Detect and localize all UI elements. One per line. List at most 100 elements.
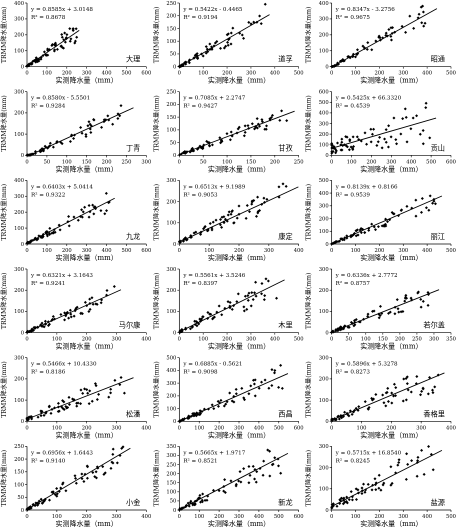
x-tick-label: 300 bbox=[112, 337, 122, 343]
data-point bbox=[194, 230, 198, 234]
x-axis-label: 实测降水量（mm） bbox=[208, 76, 270, 85]
y-axis-label: TRMM降水量(mm) bbox=[305, 361, 313, 418]
trend-line bbox=[26, 29, 80, 67]
x-axis-label: 实测降水量（mm） bbox=[56, 76, 118, 85]
data-point bbox=[359, 231, 363, 235]
data-point bbox=[380, 146, 384, 150]
y-tick-label: 0 bbox=[325, 153, 328, 159]
data-point bbox=[103, 212, 107, 216]
data-point bbox=[250, 199, 254, 203]
data-point bbox=[111, 461, 115, 465]
y-tick-label: 300 bbox=[319, 444, 329, 450]
x-tick-label: 200 bbox=[395, 337, 405, 343]
data-point bbox=[256, 211, 260, 215]
data-point bbox=[431, 468, 435, 472]
data-point bbox=[406, 388, 410, 392]
y-axis-label: TRMM降水量(mm) bbox=[305, 184, 313, 241]
data-point bbox=[93, 475, 97, 479]
data-point bbox=[61, 399, 65, 403]
data-point bbox=[372, 397, 376, 401]
y-tick-label: 300 bbox=[166, 178, 176, 184]
data-point bbox=[75, 404, 79, 408]
x-tick-label: 200 bbox=[62, 71, 72, 77]
data-point bbox=[72, 215, 76, 219]
data-point bbox=[60, 142, 64, 146]
data-point bbox=[205, 229, 209, 233]
data-point bbox=[379, 488, 383, 492]
y-tick-label: 300 bbox=[166, 453, 176, 459]
trend-line bbox=[29, 107, 134, 156]
y-axis-label: TRMM降水量(mm) bbox=[0, 361, 8, 418]
data-point bbox=[373, 477, 377, 481]
scatter-panel-15: 0 100 200 300 4000100200300实测降水量（mm）TRMM降水量(… bbox=[305, 355, 456, 439]
data-point bbox=[75, 401, 79, 405]
data-point bbox=[401, 117, 405, 121]
data-point bbox=[36, 415, 40, 419]
data-point bbox=[394, 138, 398, 142]
data-point bbox=[186, 501, 190, 505]
data-point bbox=[210, 403, 214, 407]
data-point bbox=[268, 449, 272, 453]
y-tick-label: 300 bbox=[14, 355, 24, 361]
data-point bbox=[210, 143, 214, 147]
data-point bbox=[263, 378, 267, 382]
data-point bbox=[68, 308, 72, 312]
y-tick-label: 100 bbox=[319, 143, 329, 149]
data-point bbox=[337, 417, 341, 421]
data-point bbox=[194, 53, 198, 57]
data-point bbox=[389, 465, 393, 469]
data-point bbox=[336, 61, 340, 65]
data-point bbox=[366, 482, 370, 486]
data-point bbox=[198, 412, 202, 416]
x-tick-label: 300 bbox=[246, 71, 256, 77]
scatter-panel-6: 0 100 200 300 400 500 600 0 100 200 300 400 500 600 实测… bbox=[305, 89, 456, 173]
data-point bbox=[239, 480, 243, 484]
x-tick-label: 300 bbox=[112, 425, 122, 431]
data-point bbox=[377, 316, 381, 320]
data-point bbox=[218, 223, 222, 227]
data-point bbox=[392, 394, 396, 398]
x-tick-label: 0 bbox=[25, 337, 28, 343]
data-point bbox=[242, 396, 246, 400]
data-point bbox=[258, 14, 262, 18]
data-point bbox=[187, 504, 191, 508]
data-point bbox=[351, 135, 355, 139]
x-tick-label: 0 bbox=[330, 514, 333, 520]
data-point bbox=[377, 473, 381, 477]
x-tick-label: 100 bbox=[222, 159, 232, 165]
data-point bbox=[258, 209, 262, 213]
x-tick-label: 0 bbox=[25, 248, 28, 254]
data-point bbox=[91, 302, 95, 306]
data-point bbox=[426, 291, 430, 295]
data-point bbox=[95, 302, 99, 306]
data-point bbox=[76, 218, 80, 222]
station-name: 新龙 bbox=[278, 498, 292, 507]
data-point bbox=[402, 377, 406, 381]
data-point bbox=[92, 118, 96, 122]
x-tick-label: 0 bbox=[25, 425, 28, 431]
y-tick-label: 200 bbox=[166, 394, 176, 400]
trend-line bbox=[179, 110, 295, 156]
data-point bbox=[405, 382, 409, 386]
x-tick-label: 200 bbox=[62, 248, 72, 254]
y-tick-label: 400 bbox=[319, 191, 329, 197]
data-point bbox=[258, 124, 262, 128]
data-point bbox=[387, 27, 391, 31]
x-tick-label: 150 bbox=[82, 159, 92, 165]
data-point bbox=[372, 127, 376, 131]
x-tick-label: 300 bbox=[141, 159, 151, 165]
data-point bbox=[394, 386, 398, 390]
y-tick-label: 150 bbox=[166, 115, 176, 121]
data-point bbox=[58, 228, 62, 232]
data-point bbox=[377, 34, 381, 38]
data-point bbox=[397, 310, 401, 314]
scatter-panel-13: 0 100 200 300 4000100200300实测降水量（mm）TRMM降水量(… bbox=[0, 355, 151, 439]
data-point bbox=[237, 479, 241, 483]
scatter-panel-16: 0 100 200 300 400 0 50 100 150 200 250 实测降水量（mm） TRM… bbox=[0, 444, 151, 528]
trend-line bbox=[26, 377, 134, 420]
data-point bbox=[63, 311, 67, 315]
data-point bbox=[354, 497, 358, 501]
r-squared-value: R² = 0.8757 bbox=[336, 280, 371, 287]
y-tick-label: 400 bbox=[14, 178, 24, 184]
data-point bbox=[250, 122, 254, 126]
